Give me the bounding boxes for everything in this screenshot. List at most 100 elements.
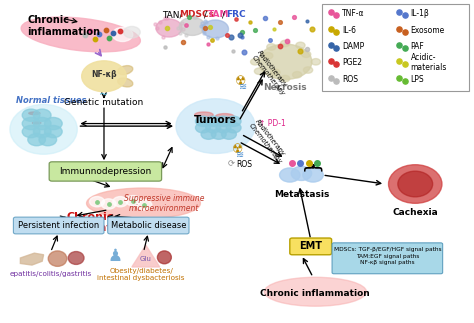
Circle shape xyxy=(303,168,323,182)
Point xyxy=(401,29,408,34)
Text: /: / xyxy=(222,10,226,19)
Ellipse shape xyxy=(68,252,84,265)
Circle shape xyxy=(216,116,231,126)
Point xyxy=(291,15,298,20)
Point xyxy=(236,33,244,38)
Circle shape xyxy=(206,116,220,126)
Circle shape xyxy=(226,123,241,133)
Text: /: / xyxy=(204,10,207,19)
Circle shape xyxy=(280,168,300,182)
Point xyxy=(204,34,212,39)
Text: NF-κβ: NF-κβ xyxy=(91,70,117,79)
Point xyxy=(228,35,235,40)
Circle shape xyxy=(271,69,280,76)
Ellipse shape xyxy=(10,104,77,154)
Ellipse shape xyxy=(118,78,133,87)
Point xyxy=(102,27,110,32)
Circle shape xyxy=(292,71,302,78)
Circle shape xyxy=(281,75,290,82)
Point xyxy=(401,46,408,51)
Point xyxy=(82,33,89,38)
Text: Suppressive immune
microenvironment: Suppressive immune microenvironment xyxy=(124,193,205,213)
Circle shape xyxy=(45,125,62,138)
Text: Exosome: Exosome xyxy=(410,26,445,35)
FancyBboxPatch shape xyxy=(108,217,189,234)
Point xyxy=(179,39,187,44)
Circle shape xyxy=(28,133,46,146)
Point xyxy=(198,24,205,29)
Ellipse shape xyxy=(157,251,171,264)
Circle shape xyxy=(206,123,220,133)
Point xyxy=(190,14,198,19)
Point xyxy=(86,29,94,34)
Text: Glu: Glu xyxy=(140,255,152,262)
Point xyxy=(199,28,207,34)
Text: Tumors: Tumors xyxy=(194,115,237,125)
Point xyxy=(305,161,313,166)
Point xyxy=(208,38,215,43)
Text: TAM: TAM xyxy=(208,10,229,19)
Point xyxy=(313,161,321,166)
Point xyxy=(163,25,171,30)
Point xyxy=(156,20,164,25)
Ellipse shape xyxy=(398,171,433,197)
Point xyxy=(200,27,207,33)
Circle shape xyxy=(113,197,128,207)
Circle shape xyxy=(311,58,320,65)
Point xyxy=(199,24,207,29)
Ellipse shape xyxy=(216,114,234,120)
Text: MDSCs: TGF-β/EGF/HGF signal paths: MDSCs: TGF-β/EGF/HGF signal paths xyxy=(334,247,441,253)
Circle shape xyxy=(195,116,210,126)
Circle shape xyxy=(216,123,231,133)
Circle shape xyxy=(221,129,237,139)
Point xyxy=(192,15,200,20)
Text: TNF-α: TNF-α xyxy=(342,9,365,18)
Point xyxy=(332,13,340,18)
Point xyxy=(162,15,169,20)
Ellipse shape xyxy=(21,17,140,52)
Point xyxy=(201,18,209,24)
FancyBboxPatch shape xyxy=(332,243,443,274)
Point xyxy=(199,21,206,26)
Text: TAN/: TAN/ xyxy=(162,10,182,19)
Point xyxy=(276,19,283,24)
Ellipse shape xyxy=(176,99,255,153)
Point xyxy=(93,199,101,204)
Circle shape xyxy=(291,166,311,181)
Circle shape xyxy=(33,125,51,138)
Point xyxy=(238,34,246,39)
Ellipse shape xyxy=(194,112,213,118)
Point xyxy=(117,199,124,204)
Point xyxy=(117,29,124,34)
Point xyxy=(162,45,169,50)
Circle shape xyxy=(101,199,116,209)
Point xyxy=(276,44,283,49)
Point xyxy=(174,25,182,30)
Text: Chronic inflammation: Chronic inflammation xyxy=(261,289,370,298)
Point xyxy=(240,49,248,54)
Point xyxy=(96,32,103,37)
Circle shape xyxy=(303,67,313,73)
Circle shape xyxy=(39,133,56,146)
Circle shape xyxy=(202,20,228,38)
Text: ~: ~ xyxy=(100,90,109,100)
Text: ROS: ROS xyxy=(342,75,358,84)
Text: ≋: ≋ xyxy=(239,82,247,91)
Ellipse shape xyxy=(29,112,40,115)
Ellipse shape xyxy=(32,122,41,124)
Point xyxy=(200,30,208,36)
Ellipse shape xyxy=(264,277,366,306)
Circle shape xyxy=(255,68,264,74)
Circle shape xyxy=(296,42,305,48)
Text: Radiotherapy
Chemotherapy: Radiotherapy Chemotherapy xyxy=(248,118,289,165)
Circle shape xyxy=(45,118,62,130)
Point xyxy=(327,43,335,48)
Point xyxy=(327,75,335,80)
Ellipse shape xyxy=(389,165,442,203)
Point xyxy=(182,32,189,37)
Point xyxy=(191,15,199,20)
Point xyxy=(202,19,210,25)
Text: IL-1β: IL-1β xyxy=(410,9,429,18)
Point xyxy=(153,26,161,31)
Circle shape xyxy=(251,58,260,65)
